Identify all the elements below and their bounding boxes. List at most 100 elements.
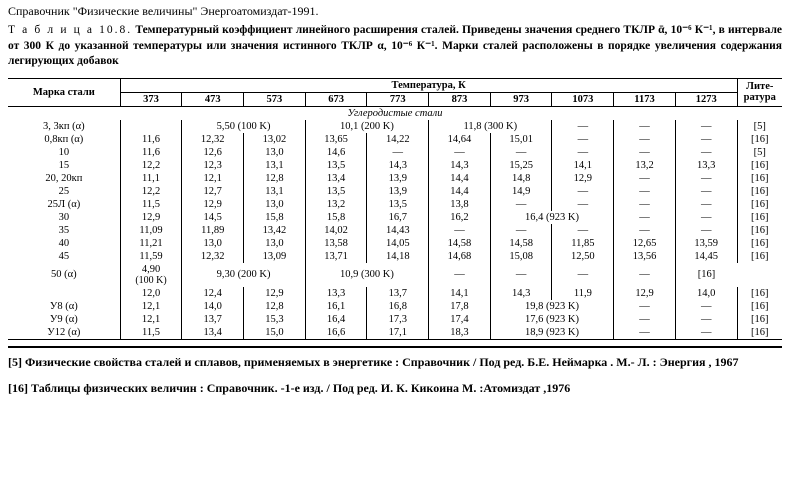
- cell-mark: 25: [8, 185, 120, 198]
- cell-value: 13,9: [367, 185, 429, 198]
- cell-value: 13,5: [305, 185, 367, 198]
- cell-value: 13,71: [305, 250, 367, 263]
- cell-value: 14,3: [367, 159, 429, 172]
- cell-value: 12,8: [244, 172, 306, 185]
- cell-value: 17,1: [367, 326, 429, 340]
- table-row: 0,8кп (α)11,612,3213,0213,6514,2214,6415…: [8, 133, 782, 146]
- cell-literature: [16]: [737, 133, 782, 146]
- cell-value: 13,02: [244, 133, 306, 146]
- cell-value: 13,65: [305, 133, 367, 146]
- cell-value: 16,4 (923 K): [490, 211, 613, 224]
- cell-value: 11,6: [120, 133, 182, 146]
- cell-value: 14,1: [552, 159, 614, 172]
- cell-mark: 0,8кп (α): [8, 133, 120, 146]
- cell-value: 11,59: [120, 250, 182, 263]
- cell-value: 11,1: [120, 172, 182, 185]
- cell-value: 11,85: [552, 237, 614, 250]
- cell-value: 14,3: [429, 159, 491, 172]
- cell-value: 15,8: [244, 211, 306, 224]
- cell-value: 13,4: [305, 172, 367, 185]
- cell-mark: 35: [8, 224, 120, 237]
- cell-value: 12,4: [182, 287, 244, 300]
- cell-value: —: [552, 224, 614, 237]
- cell-value: [120, 120, 182, 133]
- table-row: 20, 20кп11,112,112,813,413,914,414,812,9…: [8, 172, 782, 185]
- cell-value: —: [675, 211, 737, 224]
- cell-value: 12,32: [182, 250, 244, 263]
- cell-value: 12,9: [552, 172, 614, 185]
- cell-value: —: [552, 185, 614, 198]
- cell-value: 15,0: [244, 326, 306, 340]
- cell-value: 12,8: [244, 300, 306, 313]
- cell-literature: [5]: [737, 146, 782, 159]
- cell-value: 17,3: [367, 313, 429, 326]
- cell-value: 12,65: [614, 237, 676, 250]
- cell-value: 13,42: [244, 224, 306, 237]
- reference-item: [5] Физические свойства сталей и сплавов…: [8, 354, 782, 370]
- cell-value: 19,8 (923 K): [490, 300, 613, 313]
- cell-value: —: [614, 172, 676, 185]
- cell-value: 12,3: [182, 159, 244, 172]
- cell-value: 17,6 (923 K): [490, 313, 613, 326]
- cell-mark: 40: [8, 237, 120, 250]
- table-row: 2512,212,713,113,513,914,414,9———[16]: [8, 185, 782, 198]
- cell-value: 13,2: [305, 198, 367, 211]
- cell-literature: [16]: [737, 326, 782, 340]
- col-header-literature: Лите- ратура: [737, 78, 782, 106]
- cell-value: 14,4: [429, 172, 491, 185]
- cell-value: 14,0: [675, 287, 737, 300]
- cell-value: 13,56: [614, 250, 676, 263]
- table-row: У9 (α)12,113,715,316,417,317,417,6 (923 …: [8, 313, 782, 326]
- cell-value: 12,9: [244, 287, 306, 300]
- cell-value: 12,32: [182, 133, 244, 146]
- cell-value: 5,50 (100 K): [182, 120, 305, 133]
- cell-value: 15,08: [490, 250, 552, 263]
- cell-value: 17,8: [429, 300, 491, 313]
- cell-value: 11,8 (300 K): [429, 120, 552, 133]
- cell-value: —: [614, 120, 676, 133]
- cell-value: 14,1: [429, 287, 491, 300]
- table-row: 4011,2113,013,013,5814,0514,5814,5811,85…: [8, 237, 782, 250]
- cell-value: 16,8: [367, 300, 429, 313]
- cell-value: —: [675, 172, 737, 185]
- cell-literature: [16]: [737, 185, 782, 198]
- cell-value: 14,64: [429, 133, 491, 146]
- col-header-temp-1273: 1273: [675, 92, 737, 106]
- cell-value: 13,3: [305, 287, 367, 300]
- cell-value: 12,1: [120, 313, 182, 326]
- cell-value: 9,30 (200 K): [182, 263, 305, 287]
- cell-value: 10,1 (200 K): [305, 120, 428, 133]
- cell-value: —: [490, 146, 552, 159]
- cell-value: 15,8: [305, 211, 367, 224]
- table-row: 25Л (α)11,512,913,013,213,513,8————[16]: [8, 198, 782, 211]
- cell-value: —: [614, 300, 676, 313]
- cell-value: 12,9: [182, 198, 244, 211]
- cell-value: —: [614, 263, 676, 287]
- cell-value: —: [675, 313, 737, 326]
- cell-value: 18,9 (923 K): [490, 326, 613, 340]
- cell-value: 14,4: [429, 185, 491, 198]
- cell-literature: [16]: [737, 159, 782, 172]
- cell-value: 13,0: [244, 237, 306, 250]
- cell-value: 13,09: [244, 250, 306, 263]
- references-block: [5] Физические свойства сталей и сплавов…: [8, 354, 782, 396]
- cell-value: 16,4: [305, 313, 367, 326]
- col-header-temp-473: 473: [182, 92, 244, 106]
- cell-value: 14,3: [490, 287, 552, 300]
- cell-mark: 15: [8, 159, 120, 172]
- cell-value: —: [490, 224, 552, 237]
- cell-value: 15,25: [490, 159, 552, 172]
- table-row: У12 (α)11,513,415,016,617,118,318,9 (923…: [8, 326, 782, 340]
- table-row: 3511,0911,8913,4214,0214,43—————[16]: [8, 224, 782, 237]
- cell-mark: 30: [8, 211, 120, 224]
- section-heading: Углеродистые стали: [8, 106, 782, 120]
- col-header-mark: Марка стали: [8, 78, 120, 106]
- cell-value: 12,1: [182, 172, 244, 185]
- cell-value: 13,59: [675, 237, 737, 250]
- cell-value: —: [552, 120, 614, 133]
- cell-value: 13,2: [614, 159, 676, 172]
- cell-mark: У8 (α): [8, 300, 120, 313]
- col-header-temp-873: 873: [429, 92, 491, 106]
- cell-literature: [16]: [737, 287, 782, 300]
- cell-value: 13,9: [367, 172, 429, 185]
